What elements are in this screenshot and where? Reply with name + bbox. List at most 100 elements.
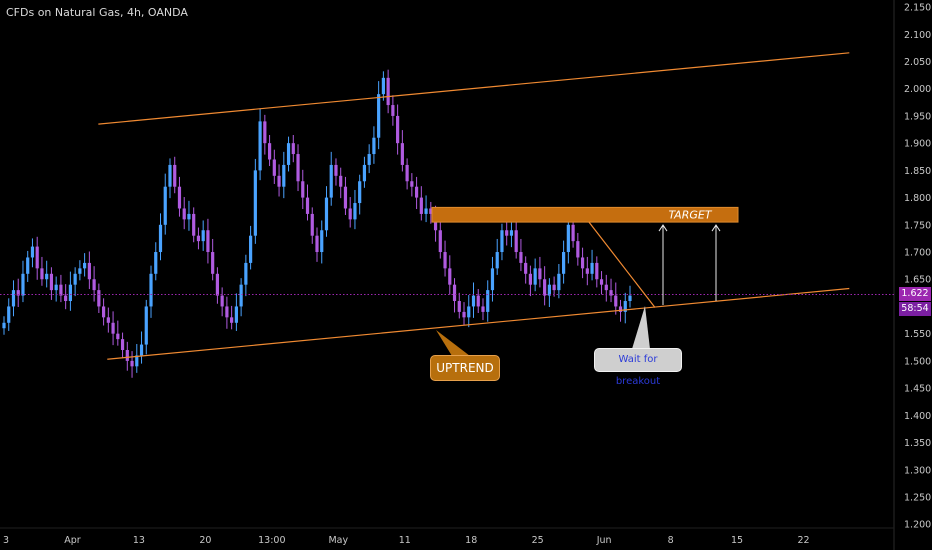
candle-body	[305, 197, 310, 214]
x-tick-label: 8	[668, 535, 674, 546]
candle-body	[552, 284, 556, 291]
candle-body	[7, 306, 11, 323]
wait-breakout-label: Wait for breakout	[594, 348, 682, 387]
candle-body	[372, 137, 376, 155]
candle-body	[234, 306, 238, 323]
candle-body	[599, 279, 604, 285]
candle-body	[49, 273, 54, 291]
candle-body	[618, 306, 623, 312]
candle-body	[239, 284, 243, 307]
candle-body	[187, 213, 191, 220]
candle-body	[253, 170, 257, 236]
candle-body	[414, 186, 419, 198]
candle-body	[471, 295, 476, 307]
candle-body	[116, 333, 120, 340]
candle-body	[106, 317, 110, 323]
chart-title: CFDs on Natural Gas, 4h, OANDA	[6, 6, 188, 19]
y-tick-label: 1.550	[904, 329, 931, 340]
candle-body	[623, 301, 627, 312]
candle-body	[457, 301, 461, 312]
x-tick-label: Jun	[596, 535, 612, 546]
candle-body	[54, 284, 58, 291]
overlay: TARGET	[0, 52, 894, 360]
candle-body	[334, 164, 338, 176]
candle-body	[211, 252, 215, 274]
candle-body	[557, 273, 561, 291]
candle-body	[282, 164, 286, 187]
candle-body	[249, 235, 253, 263]
x-axis: 3 Apr 13 20 13:00 May 11 18 25 Jun 8 15 22	[0, 527, 894, 546]
y-tick-label: 1.500	[904, 356, 931, 367]
y-tick-label: 1.800	[904, 193, 931, 204]
candle-body	[343, 186, 348, 209]
candle-body	[362, 164, 367, 182]
y-tick-label: 1.450	[904, 384, 931, 395]
candle-body	[267, 143, 272, 160]
candle-body	[538, 268, 542, 280]
y-tick-label: 1.900	[904, 139, 931, 150]
candle-body	[286, 143, 291, 165]
candle-body	[377, 94, 381, 138]
x-tick-label: 13	[133, 535, 145, 546]
x-tick-label: 18	[465, 535, 477, 546]
candle-body	[92, 279, 96, 291]
candle-body	[158, 224, 163, 253]
target-arrow-1-head	[658, 224, 668, 232]
candle-body	[585, 268, 589, 274]
candle-body	[509, 230, 514, 236]
candle-body	[11, 290, 16, 307]
candle-body	[135, 355, 139, 367]
candle-body	[59, 284, 63, 296]
candle-body	[505, 230, 509, 236]
uptrend-pointer	[436, 330, 470, 356]
candle-body	[40, 268, 44, 280]
candle-body	[272, 159, 276, 176]
candle-body	[438, 230, 442, 253]
candle-body	[177, 186, 182, 209]
candle-body	[528, 273, 533, 285]
candle-body	[339, 175, 343, 187]
y-tick-label: 1.300	[904, 465, 931, 476]
candle-body	[329, 164, 333, 198]
x-tick-label: 22	[797, 535, 809, 546]
candle-body	[476, 295, 480, 307]
y-tick-label: 2.100	[904, 30, 931, 41]
candle-body	[320, 230, 324, 253]
y-tick-label: 2.050	[904, 57, 931, 68]
candle-body	[68, 284, 72, 302]
candle-body	[139, 344, 144, 356]
y-tick-label: 1.250	[904, 492, 931, 503]
x-tick-label: 11	[399, 535, 411, 546]
candle-body	[410, 181, 414, 187]
candle-body	[258, 121, 262, 171]
candle-body	[277, 175, 281, 187]
y-tick-label: 1.400	[904, 411, 931, 422]
candle-body	[125, 350, 129, 361]
candle-body	[462, 311, 466, 318]
x-tick-label: 15	[731, 535, 743, 546]
candle-body	[244, 262, 248, 285]
candle-body	[495, 252, 499, 269]
y-tick-label: 1.350	[904, 438, 931, 449]
candle-body	[543, 279, 547, 296]
x-tick-label: 25	[532, 535, 544, 546]
uptrend-label: UPTREND	[430, 355, 500, 381]
candle-body	[154, 252, 158, 274]
candle-body	[595, 262, 599, 280]
candle-body	[2, 322, 6, 329]
candle-body	[348, 208, 352, 220]
candle-body	[486, 290, 490, 312]
candle-body	[571, 224, 575, 242]
candle-body	[163, 186, 167, 225]
x-tick-label: 20	[199, 535, 211, 546]
candle-body	[609, 290, 613, 296]
target-label: TARGET	[668, 208, 712, 221]
candle-body	[182, 208, 186, 220]
candle-body	[391, 105, 395, 116]
y-tick-label: 1.650	[904, 275, 931, 286]
candle-body	[367, 154, 371, 165]
candle-body	[120, 339, 125, 351]
x-tick-label: 13:00	[258, 535, 285, 546]
candle-body	[614, 295, 618, 307]
